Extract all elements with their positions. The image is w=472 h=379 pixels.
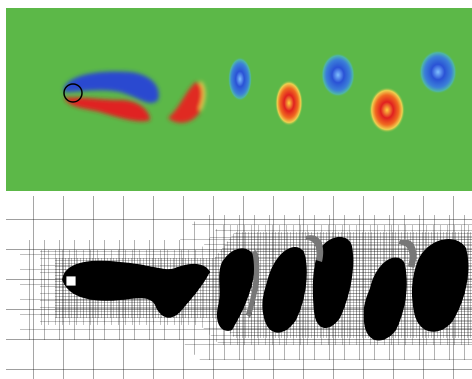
mesh-panel <box>6 196 472 379</box>
vortex <box>419 50 457 94</box>
cylinder-cell <box>66 276 76 286</box>
body: {} <box>0 0 472 379</box>
vortex <box>321 53 355 97</box>
vorticity-panel <box>6 8 472 191</box>
vortex <box>228 57 252 101</box>
vortex <box>369 87 405 133</box>
vortex <box>275 80 303 126</box>
figure <box>0 0 472 379</box>
page: html, body { margin: 0; padding: 0; widt… <box>0 0 472 379</box>
